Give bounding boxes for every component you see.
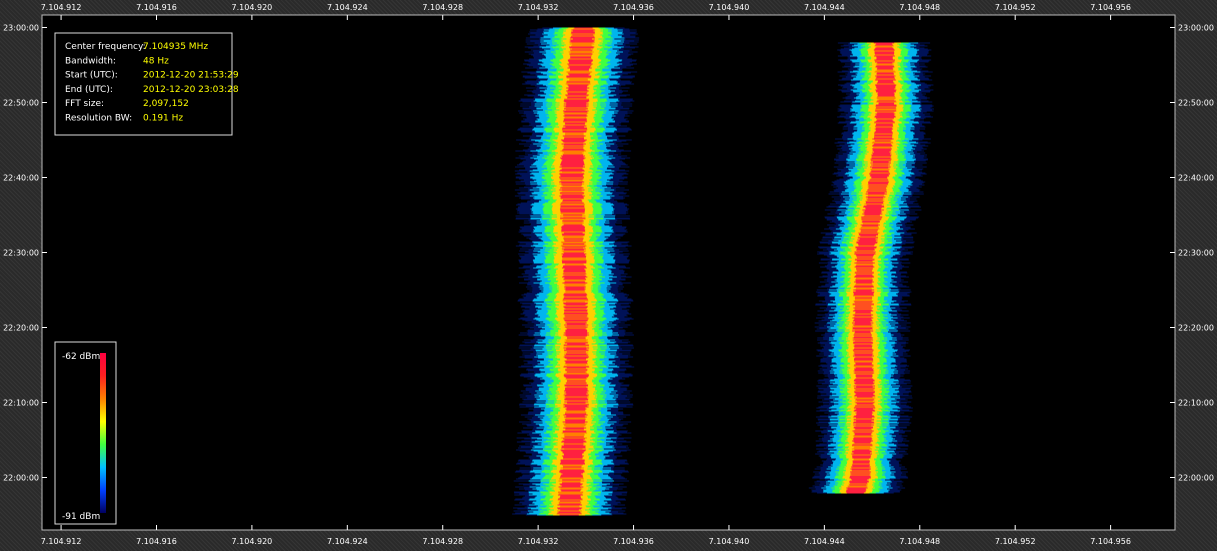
x-tick-label: 7.104.944 [804, 537, 845, 546]
info-label: Resolution BW: [65, 114, 132, 124]
x-tick-label: 7.104.956 [1090, 3, 1131, 12]
info-label: Center frequency: [65, 42, 146, 52]
y-tick-label: 22:30:00 [1178, 249, 1214, 258]
y-tick-label: 22:20:00 [3, 324, 39, 333]
x-tick-label: 7.104.948 [899, 537, 940, 546]
x-tick-label: 7.104.940 [709, 3, 750, 12]
y-tick-label: 22:10:00 [1178, 399, 1214, 408]
info-rows: Center frequency:7.104935 MHz Bandwidth: 4… [65, 42, 239, 124]
info-box: Center frequency:7.104935 MHz Bandwidth: 4… [54, 32, 239, 136]
x-tick-label: 7.104.912 [41, 537, 82, 546]
info-label: Bandwidth: [65, 56, 116, 66]
x-axis-top: 7.104.912 7.104.916 7.104.920 7.104.924 7.10… [41, 3, 1131, 20]
x-tick-label: 7.104.956 [1090, 537, 1131, 546]
info-value: 0.191 Hz [143, 114, 183, 124]
y-tick-label: 23:00:00 [3, 24, 39, 33]
colorbar-gradient [100, 353, 106, 513]
y-tick-label: 23:00:00 [1178, 24, 1214, 33]
x-tick-label: 7.104.936 [613, 3, 654, 12]
x-tick-label: 7.104.916 [136, 3, 177, 12]
x-tick-label: 7.104.932 [518, 537, 559, 546]
x-tick-label: 7.104.920 [232, 3, 273, 12]
x-tick-label: 7.104.936 [613, 537, 654, 546]
colorbar-frame [54, 341, 117, 525]
info-value: 48 Hz [143, 56, 169, 66]
y-tick-label: 22:40:00 [1178, 174, 1214, 183]
x-tick-label: 7.104.940 [709, 537, 750, 546]
x-tick-label: 7.104.948 [899, 3, 940, 12]
y-axis-left: 23:00:00 22:50:00 22:40:00 22:30:00 22:20:00… [3, 24, 47, 483]
x-tick-label: 7.104.924 [327, 537, 368, 546]
colorbar-legend: -62 dBm -91 dBm [54, 341, 117, 525]
signal-trace [808, 42, 934, 494]
x-tick-label: 7.104.920 [232, 537, 273, 546]
y-tick-label: 22:50:00 [3, 99, 39, 108]
y-tick-label: 22:00:00 [3, 474, 39, 483]
y-tick-label: 22:10:00 [3, 399, 39, 408]
x-tick-label: 7.104.952 [995, 537, 1036, 546]
x-tick-label: 7.104.944 [804, 3, 845, 12]
y-tick-label: 22:50:00 [1178, 99, 1214, 108]
info-value: 2012-12-20 23:03:28 [143, 85, 239, 95]
colorbar-min-label: -91 dBm [62, 512, 100, 522]
info-label: End (UTC): [65, 85, 113, 95]
x-tick-label: 7.104.916 [136, 537, 177, 546]
colorbar-max-label: -62 dBm [62, 352, 100, 362]
y-tick-label: 22:20:00 [1178, 324, 1214, 333]
x-tick-label: 7.104.928 [422, 3, 463, 12]
info-label: FFT size: [65, 99, 104, 109]
x-tick-label: 7.104.952 [995, 3, 1036, 12]
x-tick-label: 7.104.924 [327, 3, 368, 12]
info-label: Start (UTC): [65, 71, 118, 81]
signals-layer [512, 27, 934, 516]
y-tick-label: 22:40:00 [3, 174, 39, 183]
info-value: 7.104935 MHz [143, 42, 208, 52]
x-tick-label: 7.104.932 [518, 3, 559, 12]
x-tick-label: 7.104.912 [41, 3, 82, 12]
y-tick-label: 22:30:00 [3, 249, 39, 258]
info-box-frame [54, 32, 233, 136]
x-axis-bottom: 7.104.912 7.104.916 7.104.920 7.104.924 7.10… [41, 525, 1131, 546]
info-value: 2012-12-20 21:53:29 [143, 71, 239, 81]
x-tick-label: 7.104.928 [422, 537, 463, 546]
y-tick-label: 22:00:00 [1178, 474, 1214, 483]
info-value: 2,097,152 [143, 99, 189, 109]
y-axis-right: 23:00:00 22:50:00 22:40:00 22:30:00 22:20:00… [1170, 24, 1214, 483]
signal-trace [512, 27, 640, 516]
